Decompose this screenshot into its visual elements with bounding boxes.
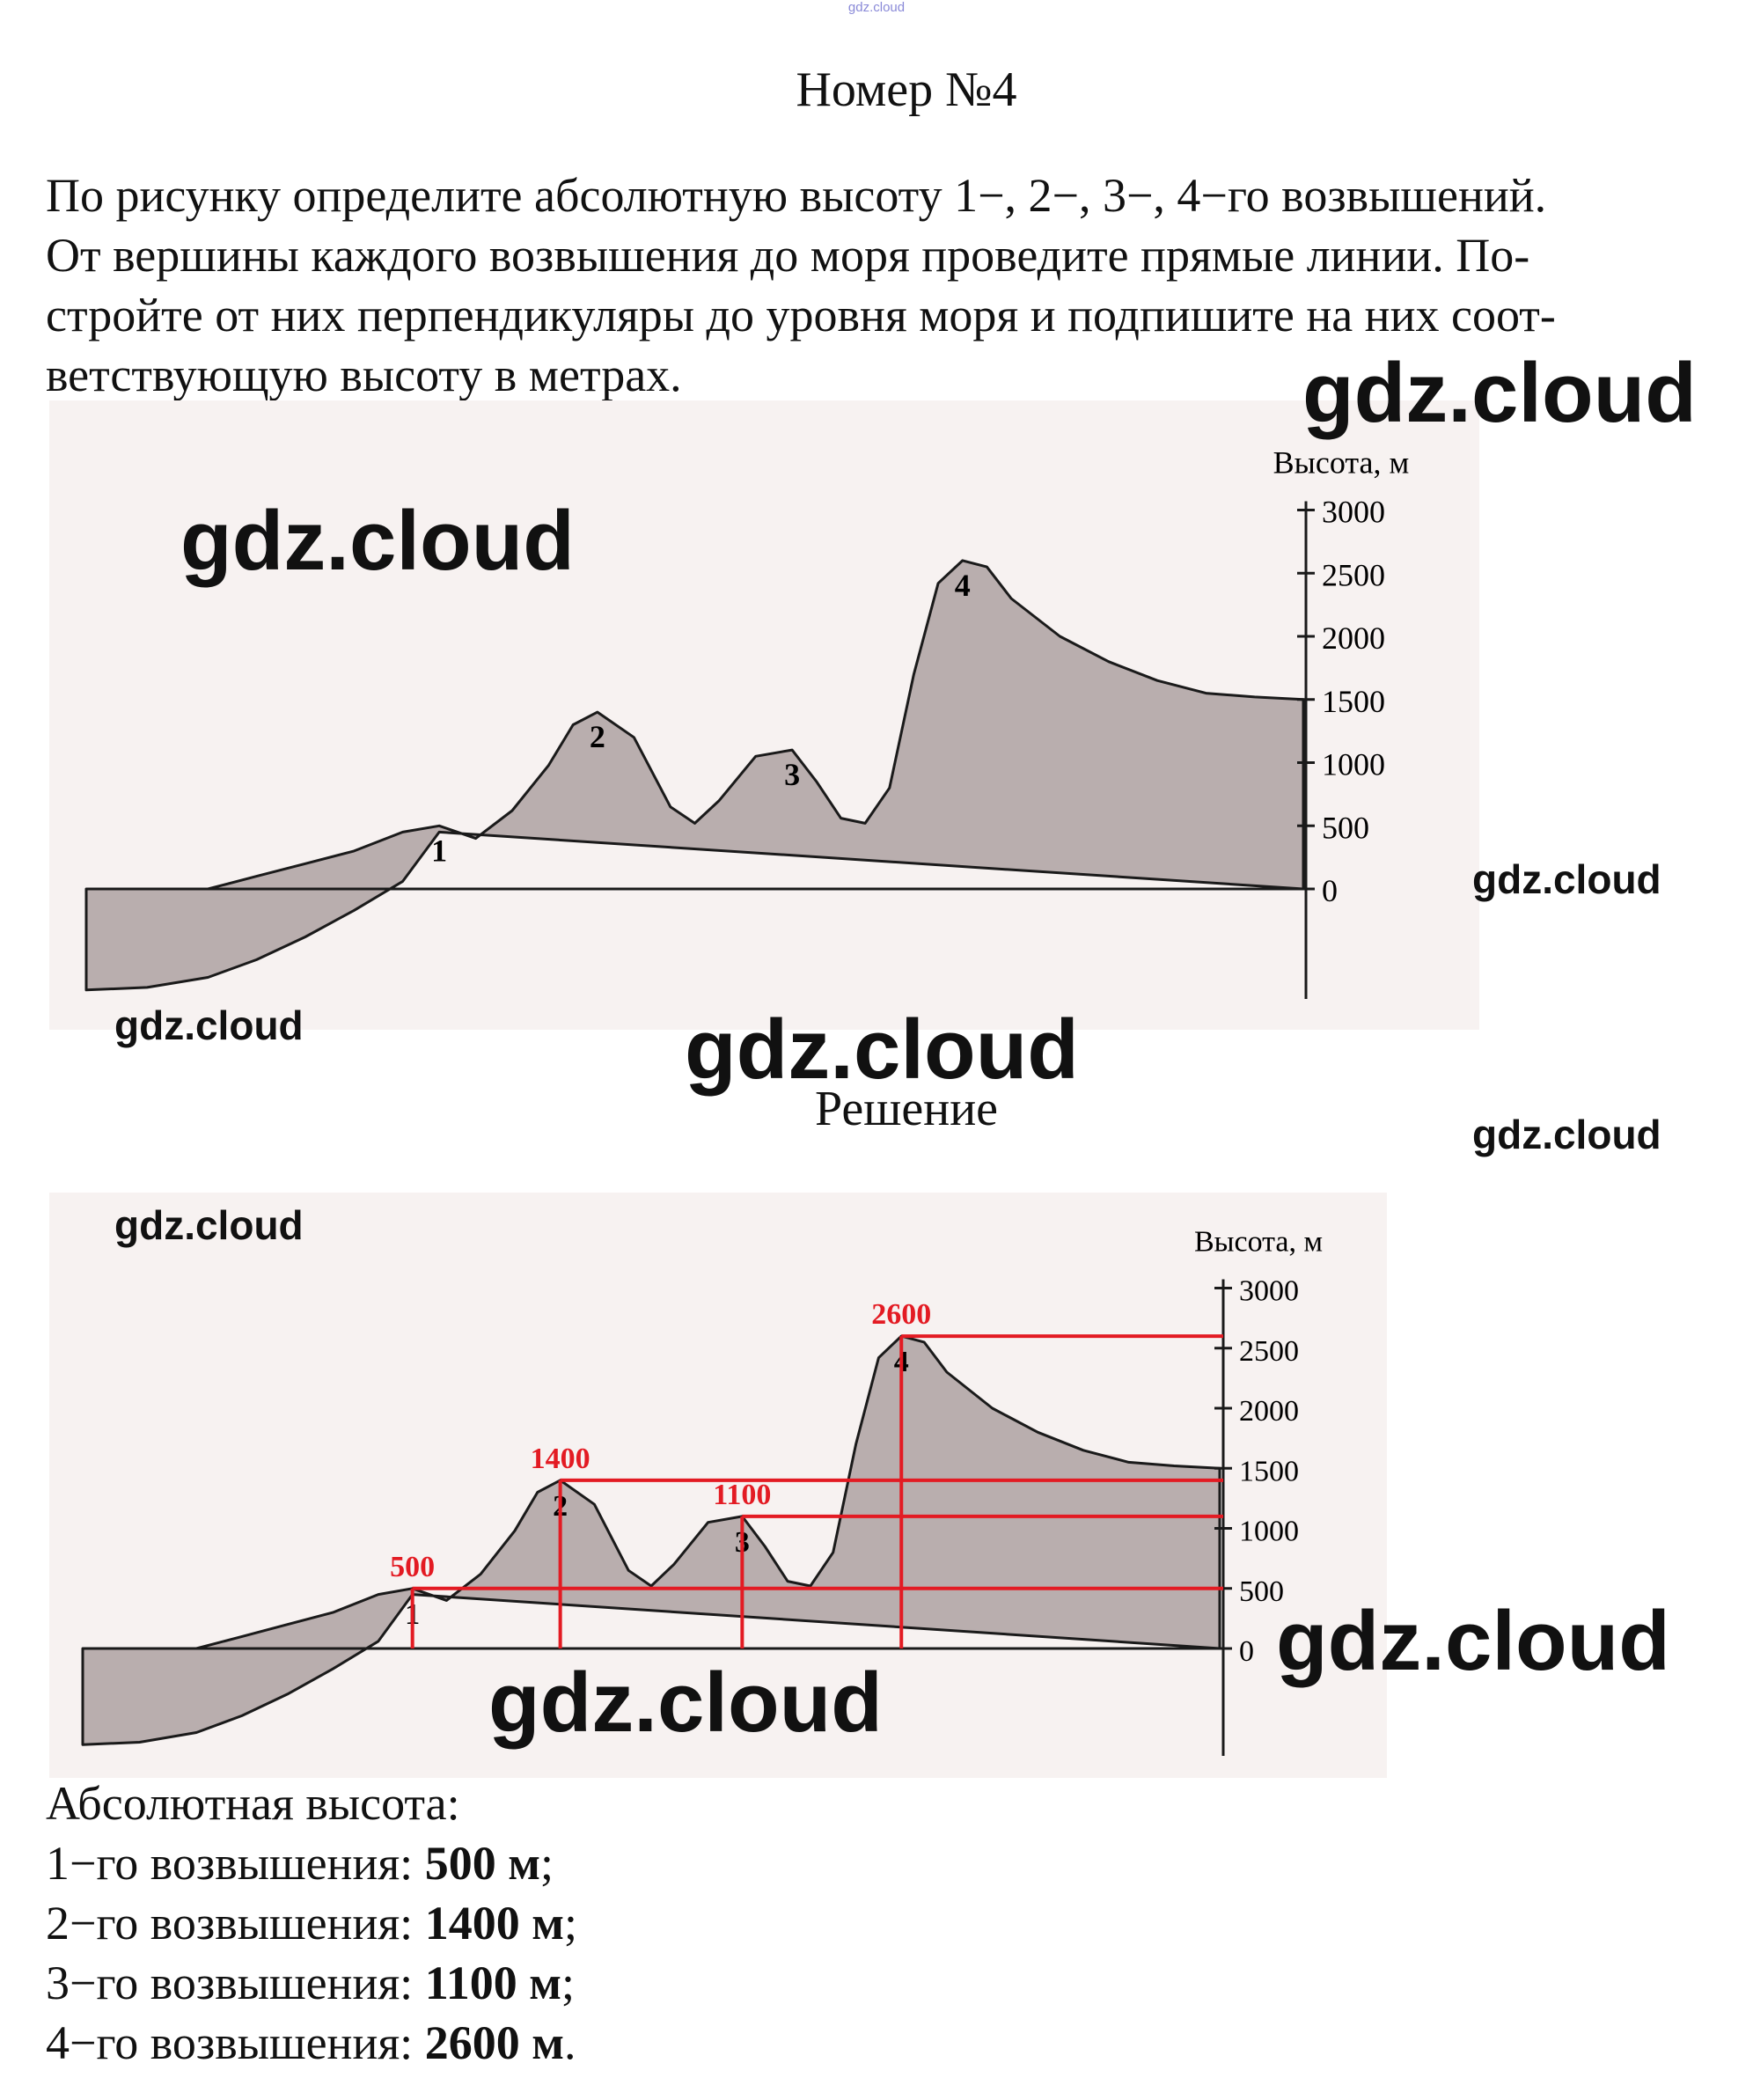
answers-heading: Абсолютная высота: bbox=[46, 1777, 460, 1830]
watermark: gdz.cloud bbox=[1472, 856, 1661, 902]
y-axis-label: Высота, м bbox=[1273, 445, 1410, 481]
y-tick-label: 1500 bbox=[1322, 684, 1385, 719]
answer-line-4: 4−го возвышения: 2600 м. bbox=[46, 2013, 577, 2073]
page-title: Номер №4 bbox=[796, 62, 1017, 117]
question-figure: 0 500 1000 1500 2000 2500 3000 Высота, м 1 2 3 4 bbox=[49, 400, 1479, 1030]
answer-label: 1−го возвышения: bbox=[46, 1837, 425, 1890]
height-annotation: 1400 bbox=[531, 1443, 590, 1475]
y-tick-label: 1000 bbox=[1322, 747, 1385, 782]
y-tick-label: 3000 bbox=[1322, 495, 1385, 530]
watermark: gdz.cloud bbox=[685, 1002, 1079, 1097]
task-line: От вершины каждого возвышения до моря пр… bbox=[46, 229, 1530, 282]
watermark: gdz.cloud bbox=[114, 1202, 304, 1248]
hill-number: 3 bbox=[784, 757, 800, 792]
answer-line-1: 1−го возвышения: 500 м; bbox=[46, 1833, 577, 1893]
answer-value: 2600 м bbox=[424, 2016, 564, 2069]
y-tick-label: 500 bbox=[1322, 810, 1369, 845]
watermark: gdz.cloud bbox=[1302, 346, 1697, 440]
answer-suffix: ; bbox=[539, 1837, 554, 1890]
watermark-top: gdz.cloud bbox=[847, 0, 906, 15]
answer-line-3: 3−го возвышения: 1100 м; bbox=[46, 1953, 577, 2013]
y-tick-label: 0 bbox=[1322, 873, 1338, 908]
answer-label: 4−го возвышения: bbox=[46, 2016, 425, 2069]
task-line: По рисунку определите абсолютную высоту … bbox=[46, 169, 1547, 222]
answer-value: 500 м bbox=[424, 1837, 540, 1890]
y-tick-label: 2500 bbox=[1239, 1335, 1299, 1368]
watermark: gdz.cloud bbox=[1276, 1594, 1670, 1688]
terrain-profile bbox=[81, 1334, 1221, 1746]
answer-suffix: ; bbox=[561, 1957, 576, 2009]
answer-label: 2−го возвышения: bbox=[46, 1897, 425, 1949]
y-tick-label: 0 bbox=[1239, 1635, 1254, 1668]
question-profile-chart: 0 500 1000 1500 2000 2500 3000 Высота, м 1 2 3 4 bbox=[84, 445, 1410, 999]
y-tick-label: 2000 bbox=[1322, 620, 1385, 656]
answer-suffix: . bbox=[563, 2016, 576, 2069]
y-tick-label: 2500 bbox=[1322, 557, 1385, 592]
watermark: gdz.cloud bbox=[1472, 1112, 1661, 1157]
y-tick-label: 1500 bbox=[1239, 1455, 1299, 1487]
height-annotation: 2600 bbox=[871, 1298, 931, 1331]
height-annotation: 500 bbox=[390, 1551, 435, 1583]
solution-heading: Решение bbox=[814, 1082, 999, 1136]
watermark: gdz.cloud bbox=[488, 1656, 883, 1750]
answer-value: 1400 м bbox=[424, 1897, 564, 1949]
terrain-profile bbox=[84, 559, 1305, 992]
answer-label: 3−го возвышения: bbox=[46, 1957, 425, 2009]
hill-number: 4 bbox=[955, 568, 971, 603]
answers-block: Абсолютная высота: 1−го возвышения: 500 … bbox=[46, 1773, 577, 2073]
task-line: ветствующую высоту в метрах. bbox=[46, 349, 682, 401]
answer-line-2: 2−го возвышения: 1400 м; bbox=[46, 1893, 577, 1953]
y-tick-label: 2000 bbox=[1239, 1395, 1299, 1428]
answer-suffix: ; bbox=[563, 1897, 577, 1949]
watermark: gdz.cloud bbox=[114, 1002, 304, 1048]
task-text: По рисунку определите абсолютную высоту … bbox=[46, 165, 1718, 405]
y-tick-label: 1000 bbox=[1239, 1516, 1299, 1548]
height-annotation: 1100 bbox=[713, 1479, 771, 1511]
hill-number: 2 bbox=[590, 719, 605, 754]
y-tick-label: 500 bbox=[1239, 1575, 1284, 1608]
hill-number: 1 bbox=[431, 833, 447, 868]
watermark: gdz.cloud bbox=[180, 494, 575, 588]
answer-value: 1100 м bbox=[424, 1957, 561, 2009]
task-line: стройте от них перпендикуляры до уровня … bbox=[46, 289, 1556, 341]
y-tick-label: 3000 bbox=[1239, 1275, 1299, 1308]
y-axis-label: Высота, м bbox=[1194, 1226, 1323, 1259]
